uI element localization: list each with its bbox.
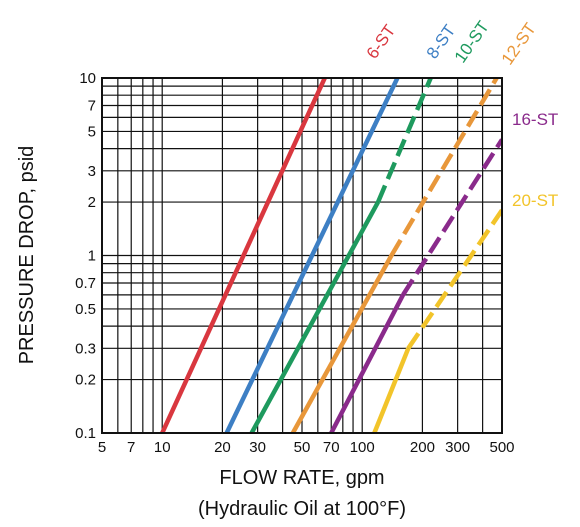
y-tick-label: 1: [88, 248, 96, 265]
y-tick-label: 3: [88, 163, 96, 180]
series-10-st-dashed-line: [375, 78, 433, 203]
y-tick-label: 0.7: [75, 275, 96, 292]
series-label-16-st: 16-ST: [512, 110, 558, 129]
y-tick-label: 0.3: [75, 340, 96, 357]
series-16-st-solid-line: [329, 293, 406, 433]
y-tick-label: 5: [88, 123, 96, 140]
y-tick-label: 10: [79, 70, 96, 87]
series-12-st-dashed-line: [389, 78, 499, 257]
series-label-10-st: 10-ST: [451, 17, 493, 66]
series-label-20-st: 20-ST: [512, 191, 558, 210]
series-20-st-dashed-line: [406, 208, 502, 350]
x-tick-label: 5: [98, 439, 106, 456]
y-tick-label: 0.5: [75, 301, 96, 318]
x-tick-label: 100: [350, 439, 375, 456]
y-tick-label: 0.1: [75, 425, 96, 442]
series-lines: [160, 78, 502, 433]
x-tick-labels: 5 7 10 20 30 50 70 100 200 300 500: [98, 439, 515, 456]
x-tick-label: 10: [154, 439, 171, 456]
series-10-st-solid-line: [249, 200, 381, 433]
y-tick-labels: 0.1 0.2 0.3 0.5 0.7 1 2 3 5 7 10: [75, 70, 96, 442]
y-tick-label: 2: [88, 194, 96, 211]
y-tick-label: 0.2: [75, 372, 96, 389]
x-axis-title: FLOW RATE, gpm: [219, 467, 384, 489]
x-tick-label: 70: [323, 439, 340, 456]
x-tick-label: 50: [294, 439, 311, 456]
series-20-st-solid-line: [372, 347, 411, 433]
series-6-st-solid-line: [160, 78, 327, 433]
x-tick-label: 20: [214, 439, 231, 456]
x-tick-label: 300: [445, 439, 470, 456]
series-8-st-solid-line: [224, 78, 400, 433]
series-16-st-dashed-line: [401, 138, 502, 297]
y-axis-title: PRESSURE DROP, psid: [16, 146, 38, 365]
plot-frame: [101, 77, 503, 434]
x-axis-subtitle: (Hydraulic Oil at 100°F): [198, 498, 406, 520]
x-tick-label: 30: [249, 439, 266, 456]
x-tick-label: 500: [489, 439, 514, 456]
series-12-st-solid-line: [290, 254, 394, 433]
series-label-12-st: 12-ST: [498, 19, 540, 68]
y-tick-label: 7: [88, 97, 96, 114]
x-tick-label: 200: [410, 439, 435, 456]
series-label-6-st: 6-ST: [363, 21, 400, 62]
x-tick-label: 7: [127, 439, 135, 456]
